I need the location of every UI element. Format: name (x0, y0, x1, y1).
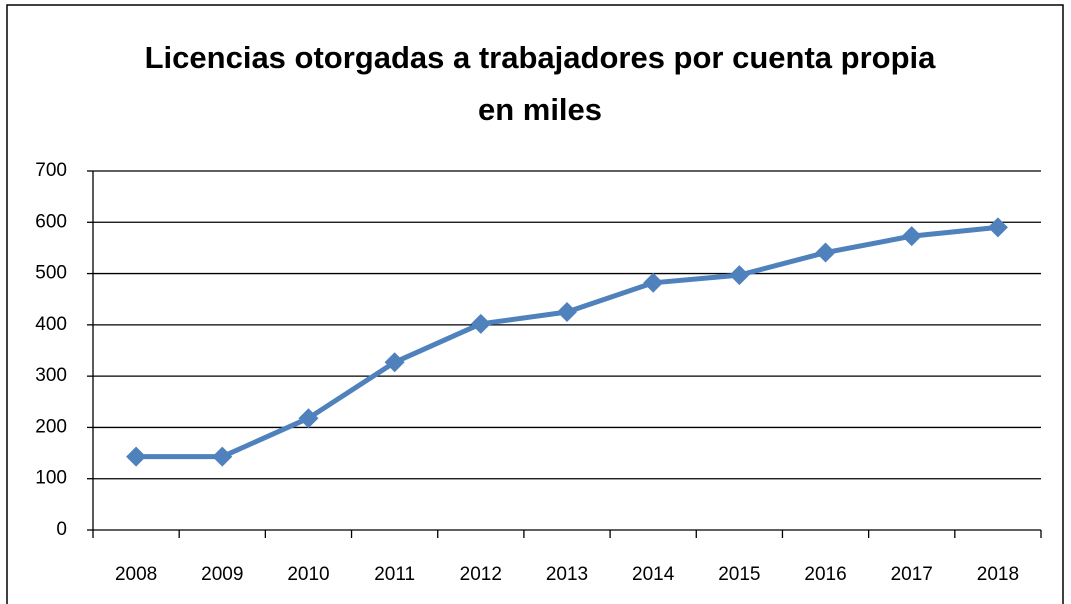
x-tick-label: 2017 (891, 564, 933, 585)
data-point (126, 446, 147, 467)
x-tick-label: 2009 (201, 564, 243, 585)
y-tick-label: 500 (35, 263, 67, 284)
x-tick-label: 2011 (374, 564, 415, 585)
x-tick-label: 2010 (287, 564, 329, 585)
y-tick-label: 700 (35, 160, 67, 181)
data-point (815, 242, 836, 263)
x-tick-label: 2013 (546, 564, 588, 585)
y-tick-label: 100 (35, 468, 67, 489)
x-tick-label: 2018 (977, 564, 1019, 585)
chart-title: en miles (478, 92, 602, 127)
x-tick-label: 2014 (632, 564, 675, 585)
y-tick-label: 600 (35, 211, 67, 232)
data-point (557, 302, 577, 323)
y-tick-label: 400 (35, 314, 67, 335)
data-point (384, 352, 405, 373)
x-tick-label: 2008 (115, 564, 157, 585)
data-point (987, 217, 1008, 238)
x-tick-label: 2015 (718, 564, 760, 585)
data-point (901, 226, 922, 247)
data-point (470, 313, 491, 334)
data-point (643, 272, 664, 293)
y-tick-label: 0 (56, 519, 67, 540)
chart-title: Licencias otorgadas a trabajadores por c… (145, 40, 936, 75)
y-tick-label: 200 (35, 416, 67, 437)
x-tick-label: 2012 (460, 564, 502, 585)
data-point (729, 265, 750, 286)
data-point (212, 446, 233, 467)
chart-frame (6, 4, 1064, 604)
x-tick-label: 2016 (804, 564, 846, 585)
data-point (298, 408, 319, 429)
y-tick-label: 300 (35, 365, 67, 386)
